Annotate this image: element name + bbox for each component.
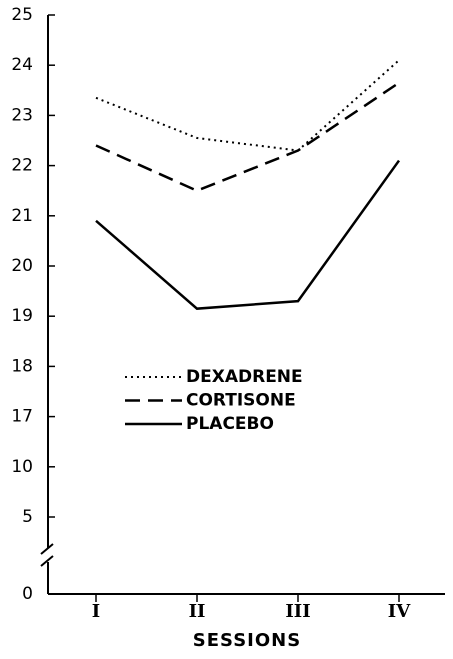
y-tick-label: 10	[11, 457, 33, 477]
legend-label: PLACEBO	[186, 414, 274, 434]
y-tick-label: 22	[11, 156, 33, 176]
legend-label: CORTISONE	[186, 391, 296, 411]
y-tick-label: 21	[11, 206, 33, 226]
y-tick-label: 25	[11, 5, 33, 25]
x-tick-label: I	[92, 601, 100, 622]
x-tick-label: III	[285, 601, 310, 622]
series-line	[95, 159, 401, 310]
series-line	[95, 59, 400, 152]
y-tick-label: 5	[22, 507, 33, 527]
y-tick-label: 20	[11, 256, 33, 276]
x-tick-label: II	[189, 601, 206, 622]
legend-label: DEXADRENE	[186, 367, 303, 387]
y-tick-label: 0	[22, 584, 33, 604]
axis-break	[40, 555, 54, 567]
x-axis-label: SESSIONS	[193, 630, 301, 651]
y-tick-label: 18	[11, 356, 33, 376]
series-line	[95, 81, 400, 193]
y-tick-label: 17	[11, 407, 33, 427]
y-tick-label: 19	[11, 306, 33, 326]
y-tick-label: 24	[11, 55, 33, 75]
axis-break	[40, 543, 54, 555]
y-tick-label: 23	[11, 105, 33, 125]
x-tick-label: IV	[388, 601, 411, 622]
